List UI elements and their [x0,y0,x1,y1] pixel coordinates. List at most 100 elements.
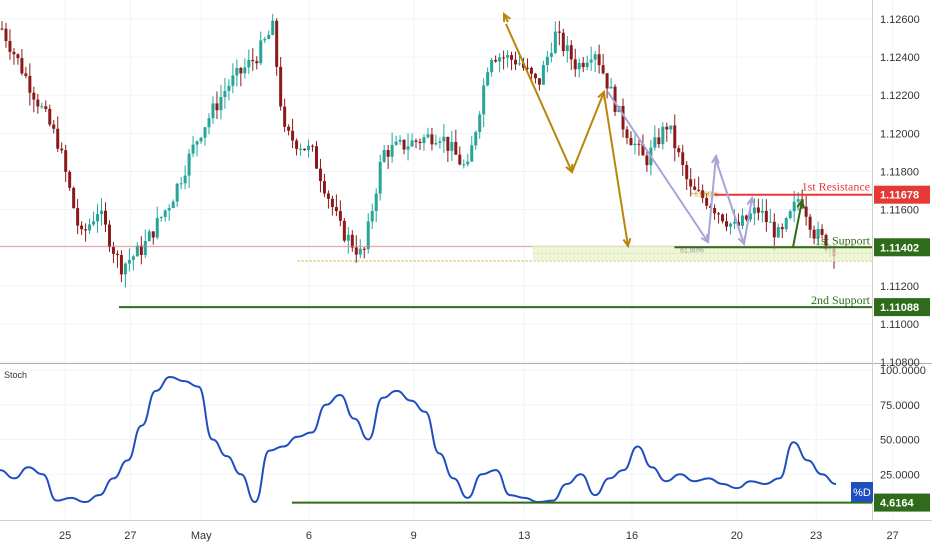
candle-body-down [151,231,155,238]
candle-body-down [414,140,418,142]
candle-body-down [629,137,633,146]
candle-body-down [756,207,760,213]
price-tick-label: 1.12600 [880,14,920,26]
arrow-lavender-4-head [746,195,756,206]
osc-value-tag-text: 4.6164 [880,498,915,510]
candle-body-up [788,211,792,219]
time-tick-label: 25 [59,530,71,542]
osc-tick-label: 25.0000 [880,469,920,481]
candle-body-down [338,211,342,221]
candle-body-down [533,73,537,79]
candle-body-down [430,134,434,145]
candle-body-up [474,132,478,146]
candle-body-down [350,234,354,248]
arrow-gold-top-head [502,11,511,23]
candle-body-down [20,58,24,74]
candle-body-down [36,99,40,107]
time-tick-label: 23 [810,530,822,542]
candle-body-up [422,137,426,144]
candle-body-up [398,139,402,142]
candle-body-down [597,54,601,66]
candle-body-up [661,126,665,145]
candle-body-up [593,54,597,60]
annotation-label-1: 1st Resistance [802,180,870,194]
candle-body-down [824,234,828,250]
price-tick-label: 1.11200 [880,281,919,293]
candle-body-up [100,210,104,215]
price-tick-label: 1.12200 [880,90,920,102]
candle-body-up [267,34,271,40]
arrow-projection-shaft [792,200,803,248]
candle-body-up [633,143,637,146]
candle-body-down [251,59,255,62]
candle-body-up [382,150,386,162]
candle-body-down [275,20,279,67]
candle-body-up [816,228,820,239]
candle-body-down [502,57,506,59]
candle-body-down [322,181,326,194]
osc-tick-label: 50.0000 [880,435,920,447]
candle-body-up [466,161,470,165]
candle-body-up [796,199,800,202]
candle-body-up [167,208,171,211]
candle-body-down [561,32,565,52]
candle-body-down [16,54,20,59]
arrow-gold-top [502,11,511,23]
candle-body-up [199,137,203,142]
candle-body-up [143,241,147,256]
candle-body-down [697,189,701,191]
time-tick-label: 16 [626,530,638,542]
price-tag-resistance-bg [874,185,930,204]
candle-body-down [326,193,330,199]
candle-body-down [693,186,697,190]
candle-body-down [279,66,283,107]
candle-body-down [386,150,390,157]
candle-body-up [127,259,131,264]
arrow-lavender-1-shaft [607,91,709,243]
candle-body-down [744,215,748,220]
arrow-lavender-4 [743,195,756,245]
series-tag-text: %D [853,487,871,499]
candle-body-up [478,114,482,133]
candle-body-down [44,106,48,109]
candle-body-down [569,45,573,60]
candle-body-down [613,86,617,113]
candle-body-down [525,67,529,69]
candle-body-down [76,208,80,226]
candle-body-down [537,78,541,85]
candle-body-up [123,263,127,275]
candle-body-up [740,215,744,226]
candle-body-down [139,245,143,256]
price-tag-support-1-bg [874,238,930,257]
candle-body-down [645,155,649,166]
candle-body-down [641,143,645,156]
arrow-gold-3-shaft [603,93,629,247]
candle-body-down [12,51,16,55]
candle-body-up [462,164,466,166]
candle-body-up [96,214,100,222]
price-tick-label: 1.12000 [880,128,920,140]
candle-body-up [545,56,549,66]
candle-body-up [776,227,780,238]
candle-body-down [303,148,307,151]
arrow-lavender-2-shaft [707,155,717,243]
candle-body-up [498,57,502,62]
candle-body-down [601,65,605,74]
arrow-lavender-2-head [711,153,720,164]
candle-body-up [732,221,736,224]
candle-body-up [235,67,239,76]
candle-body-down [72,187,76,209]
candle-body-down [736,221,740,226]
candle-body-up [669,125,673,130]
candle-body-down [239,67,243,74]
candle-body-up [394,141,398,145]
candle-body-down [4,28,8,41]
candle-body-up [792,201,796,212]
candle-body-up [263,39,267,41]
candle-body-down [402,139,406,150]
candle-body-down [107,224,111,248]
candle-body-up [486,72,490,86]
annotation-label-2: 1st Support [815,233,871,247]
candle-body-down [529,67,533,74]
